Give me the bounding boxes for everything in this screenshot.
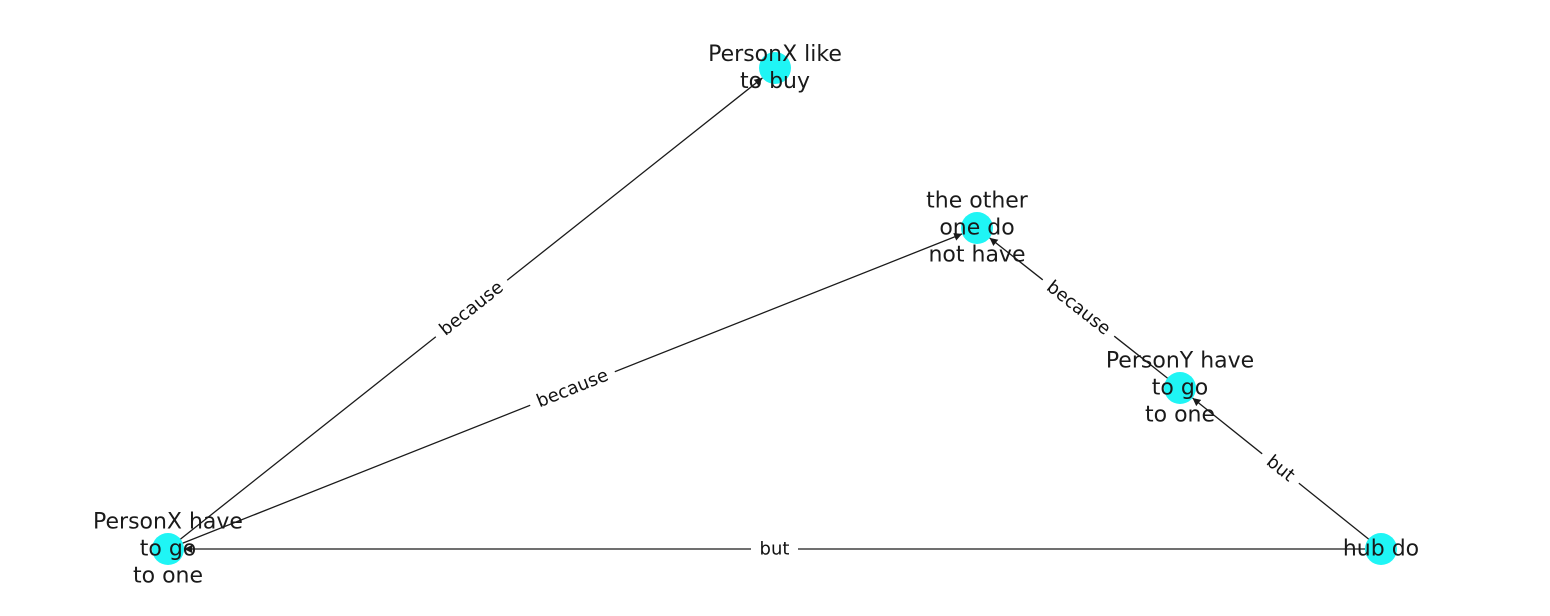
node-label-line: hub do bbox=[1343, 537, 1419, 562]
edge-label-group: because bbox=[1034, 269, 1123, 347]
edge-label-background bbox=[1034, 269, 1123, 347]
node-label-line: to buy bbox=[740, 69, 810, 94]
edge-label-background bbox=[1254, 443, 1307, 494]
node-circle-n_like bbox=[759, 52, 791, 84]
edge-label-group: but bbox=[751, 536, 798, 562]
node-label-line: the other bbox=[926, 189, 1029, 214]
nodes-layer bbox=[152, 52, 1397, 565]
edge-label-group: but bbox=[1254, 443, 1307, 494]
node-label-line: to go bbox=[1152, 376, 1209, 401]
node-label-line: not have bbox=[928, 243, 1025, 268]
node-circle-n_py bbox=[1164, 372, 1196, 404]
node-label-line: PersonX have bbox=[93, 510, 243, 535]
edge-label-group: because bbox=[525, 359, 620, 418]
edge-label: but bbox=[760, 539, 790, 560]
edge-label-background bbox=[751, 536, 798, 562]
node-circle-n_hub bbox=[1365, 533, 1397, 565]
node-label-line: PersonX like bbox=[708, 42, 842, 67]
edge-label-background bbox=[525, 359, 620, 418]
node-label-line: to one bbox=[133, 564, 203, 589]
edge-label: because bbox=[1042, 276, 1114, 339]
node-circle-n_px bbox=[152, 533, 184, 565]
node-label-line: one do bbox=[939, 216, 1014, 241]
edge-label: because bbox=[534, 365, 612, 412]
node-label-line: PersonY have bbox=[1106, 349, 1254, 374]
edge-label-background bbox=[427, 270, 516, 347]
edges-layer bbox=[167, 77, 1382, 553]
node-label-line: to one bbox=[1145, 403, 1215, 428]
edge-label: because bbox=[435, 277, 507, 340]
edge-label-group: because bbox=[427, 270, 516, 347]
node-circle-n_other bbox=[961, 212, 993, 244]
node-label-line: to go bbox=[140, 537, 197, 562]
